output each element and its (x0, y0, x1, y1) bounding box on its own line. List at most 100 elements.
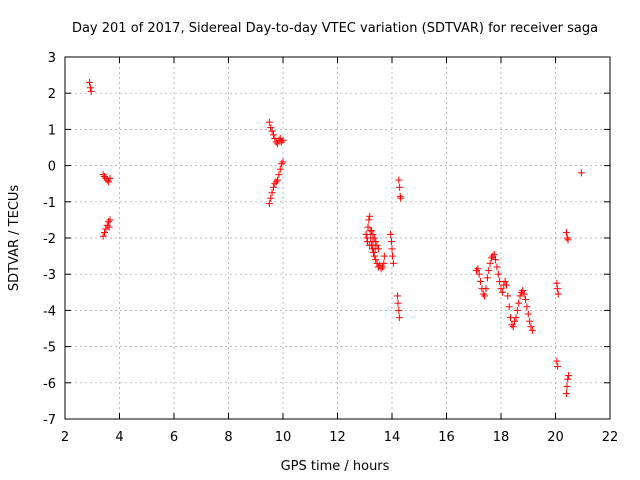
data-point (508, 321, 516, 329)
data-point (489, 252, 497, 260)
data-point (562, 390, 570, 398)
data-point (106, 216, 114, 224)
data-point (396, 192, 404, 200)
data-point (563, 382, 571, 390)
data-point (511, 317, 519, 325)
data-point (475, 270, 483, 278)
y-tick-labels: -7 -6 -5 -4 -3 -2 -1 0 1 2 3 (43, 51, 56, 428)
data-point (268, 189, 276, 197)
data-point (554, 363, 562, 371)
data-point (553, 357, 561, 365)
data-points (86, 78, 585, 398)
data-point (265, 200, 273, 208)
data-point (502, 281, 510, 289)
data-point (564, 375, 572, 383)
data-point (562, 229, 570, 237)
data-point (268, 127, 276, 135)
data-point (498, 288, 506, 296)
y-tick-label: -2 (43, 232, 56, 247)
data-point (362, 230, 370, 238)
x-tick-label: 4 (115, 430, 123, 445)
data-point (490, 250, 498, 258)
y-axis-label: SDTVAR / TECUs (7, 185, 22, 292)
data-point (380, 252, 388, 260)
data-point (564, 236, 572, 244)
data-point (492, 256, 500, 264)
data-point (387, 238, 395, 246)
x-tick-labels: 2 4 6 8 10 12 14 16 18 20 22 (61, 430, 618, 445)
data-point (380, 259, 388, 267)
y-tick-label: 1 (48, 123, 56, 138)
data-point (267, 194, 275, 202)
data-point (374, 245, 382, 253)
data-point (388, 245, 396, 253)
x-tick-label: 22 (602, 430, 619, 445)
x-tick-label: 10 (275, 430, 292, 445)
data-point (395, 306, 403, 314)
data-point (479, 290, 487, 298)
x-tick-label: 8 (224, 430, 232, 445)
data-point (504, 292, 512, 300)
y-tick-label: -4 (43, 304, 56, 319)
data-point (505, 303, 513, 311)
data-point (368, 227, 376, 235)
data-point (493, 263, 501, 271)
data-point (278, 138, 286, 146)
data-point (372, 256, 380, 264)
data-point (366, 212, 374, 220)
data-point (279, 136, 287, 144)
data-point (387, 230, 395, 238)
y-tick-label: -1 (43, 196, 56, 211)
data-point (389, 259, 397, 267)
data-point (369, 230, 377, 238)
data-point (485, 267, 493, 275)
data-point (377, 265, 385, 273)
data-point (395, 314, 403, 322)
data-point (370, 252, 378, 260)
data-point (366, 241, 374, 249)
data-point (105, 218, 113, 226)
y-tick-label: 0 (48, 160, 56, 175)
data-point (279, 158, 287, 166)
data-point (106, 174, 114, 182)
data-point (482, 285, 490, 293)
data-point (565, 372, 573, 380)
data-point (101, 229, 109, 237)
data-point (393, 292, 401, 300)
data-point (99, 232, 107, 240)
data-point (364, 223, 372, 231)
y-tick-label: 2 (48, 87, 56, 102)
data-point (519, 286, 527, 294)
data-point (274, 140, 282, 148)
data-point (86, 84, 94, 92)
data-point (99, 171, 107, 179)
chart-title: Day 201 of 2017, Sidereal Day-to-day VTE… (72, 21, 598, 36)
data-point (516, 292, 524, 300)
x-tick-label: 14 (384, 430, 401, 445)
axis-ticks (64, 56, 611, 420)
data-point (553, 279, 561, 287)
data-point (269, 131, 277, 139)
y-tick-label: -3 (43, 268, 56, 283)
x-axis-label: GPS time / hours (281, 459, 390, 474)
data-point (486, 259, 494, 267)
data-point (509, 323, 517, 331)
data-point (396, 183, 404, 191)
data-point (105, 223, 113, 231)
data-point (494, 270, 502, 278)
data-point (86, 78, 94, 86)
x-tick-label: 2 (61, 430, 69, 445)
data-point (278, 160, 286, 168)
data-point (520, 290, 528, 298)
data-point (523, 303, 531, 311)
data-point (105, 178, 113, 186)
data-point (563, 234, 571, 242)
data-point (472, 267, 480, 275)
x-tick-label: 6 (170, 430, 178, 445)
data-point (265, 118, 273, 126)
data-point (101, 172, 109, 180)
data-point (497, 285, 505, 293)
data-point (474, 265, 482, 273)
data-point (526, 317, 534, 325)
data-point (271, 180, 279, 188)
